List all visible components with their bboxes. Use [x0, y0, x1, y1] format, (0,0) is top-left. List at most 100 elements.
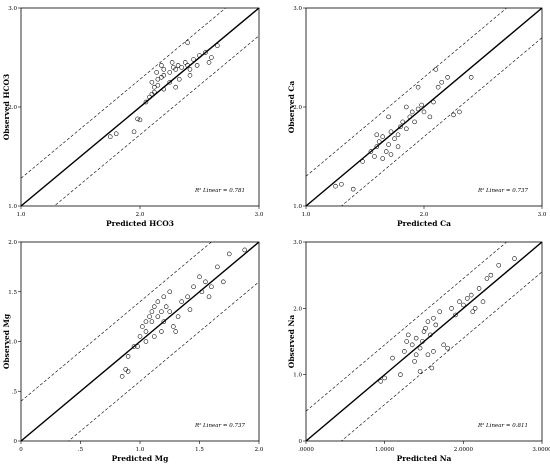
chart-panel-4: .0000 1.0000 2.0000 3.0000 0 1.0 2.0 3.0 Predict…	[287, 240, 550, 463]
data-point	[472, 306, 478, 311]
y-tick-label: 2.0	[293, 306, 302, 312]
data-point	[161, 73, 167, 78]
data-point	[176, 77, 182, 82]
y-tick-label: 1.0	[293, 204, 302, 210]
data-point	[433, 67, 439, 72]
data-point	[149, 319, 155, 324]
y-tick-label: 1.0	[8, 204, 17, 210]
data-point	[383, 149, 389, 154]
y-axis-label: Observed Mg	[2, 313, 11, 369]
data-point	[439, 79, 444, 85]
data-point	[152, 334, 157, 339]
data-point	[159, 309, 164, 314]
data-point	[333, 183, 338, 189]
upper-confidence-band	[21, 242, 212, 402]
data-point	[226, 251, 232, 257]
data-point	[107, 134, 113, 139]
x-tick-label: .0000	[298, 447, 314, 453]
data-point	[404, 104, 409, 110]
y-tick-label: 1.0	[8, 340, 17, 346]
x-tick-label: 0	[19, 447, 23, 453]
y-tick-label: .5	[12, 389, 18, 395]
lower-confidence-band	[53, 35, 259, 206]
data-point	[350, 186, 356, 192]
chart-panel-2: 1.0 2.0 3.0 1.0 2.0 3.0 Predicted Ca Observed C…	[287, 6, 547, 228]
data-point	[405, 332, 411, 338]
data-point	[137, 334, 143, 339]
data-point	[404, 339, 409, 344]
data-point	[425, 352, 431, 358]
data-point	[159, 329, 164, 334]
data-point	[135, 116, 140, 122]
data-point	[400, 119, 406, 125]
data-point	[152, 304, 157, 309]
data-point	[143, 329, 149, 334]
data-point	[429, 365, 435, 371]
data-point	[161, 294, 167, 300]
data-point	[163, 304, 169, 309]
data-point	[131, 129, 137, 135]
data-point	[173, 67, 178, 72]
data-point	[209, 55, 214, 60]
data-point	[191, 57, 196, 62]
y-tick-label: 2.0	[8, 105, 17, 111]
data-point	[242, 247, 247, 253]
data-point	[388, 152, 394, 157]
data-point	[143, 339, 149, 344]
x-axis-label: Predicted Na	[397, 454, 452, 463]
data-point	[453, 312, 458, 318]
y-tick-label: 1.5	[8, 290, 17, 296]
data-point	[197, 274, 202, 280]
data-point	[187, 67, 193, 72]
data-point	[468, 75, 474, 80]
data-point	[402, 349, 407, 354]
data-point	[179, 299, 184, 304]
x-tick-label: 1.0	[302, 212, 311, 218]
data-point	[415, 84, 421, 90]
data-point	[152, 89, 157, 95]
data-point	[449, 306, 454, 311]
reference-lines	[21, 242, 259, 441]
data-point	[167, 289, 173, 295]
x-tick-label: .5	[78, 447, 84, 453]
data-point	[425, 319, 431, 324]
upper-confidence-band	[21, 8, 227, 179]
data-point	[155, 77, 161, 82]
upper-confidence-band	[306, 242, 508, 412]
data-point	[374, 132, 380, 137]
data-point	[131, 344, 137, 349]
x-tick-label: 1.0	[136, 447, 145, 453]
y-tick-label: 0	[299, 439, 303, 445]
data-point	[161, 319, 167, 324]
data-point	[185, 294, 190, 300]
data-point	[137, 117, 143, 123]
y-tick-label: 3.0	[293, 6, 302, 12]
data-point	[147, 314, 152, 319]
data-point	[175, 63, 181, 68]
data-point	[433, 322, 439, 328]
fit-line	[306, 242, 542, 441]
x-tick-label: 1.0000	[375, 447, 395, 453]
data-point	[221, 279, 226, 285]
data-point	[185, 63, 190, 68]
x-tick-label: 2.0	[136, 212, 145, 218]
data-point	[149, 79, 155, 85]
y-tick-label: 3.0	[293, 240, 302, 246]
data-point	[386, 142, 391, 147]
data-point	[173, 84, 178, 90]
data-point	[431, 349, 436, 354]
data-point	[412, 119, 417, 125]
data-point	[147, 94, 152, 100]
data-point	[412, 359, 417, 364]
data-point	[191, 284, 196, 290]
data-point	[480, 299, 486, 304]
data-point	[435, 84, 441, 90]
data-point	[125, 354, 131, 359]
chart-panel-3: 0 .5 1.0 1.5 2.0 0 .5 1.0 1.5 2.0 Predicted Mg Obse…	[2, 240, 264, 463]
data-point	[140, 324, 145, 329]
data-point	[167, 309, 173, 314]
y-tick-label: 2.0	[293, 105, 302, 111]
data-point	[431, 316, 436, 321]
reference-lines	[306, 242, 542, 441]
